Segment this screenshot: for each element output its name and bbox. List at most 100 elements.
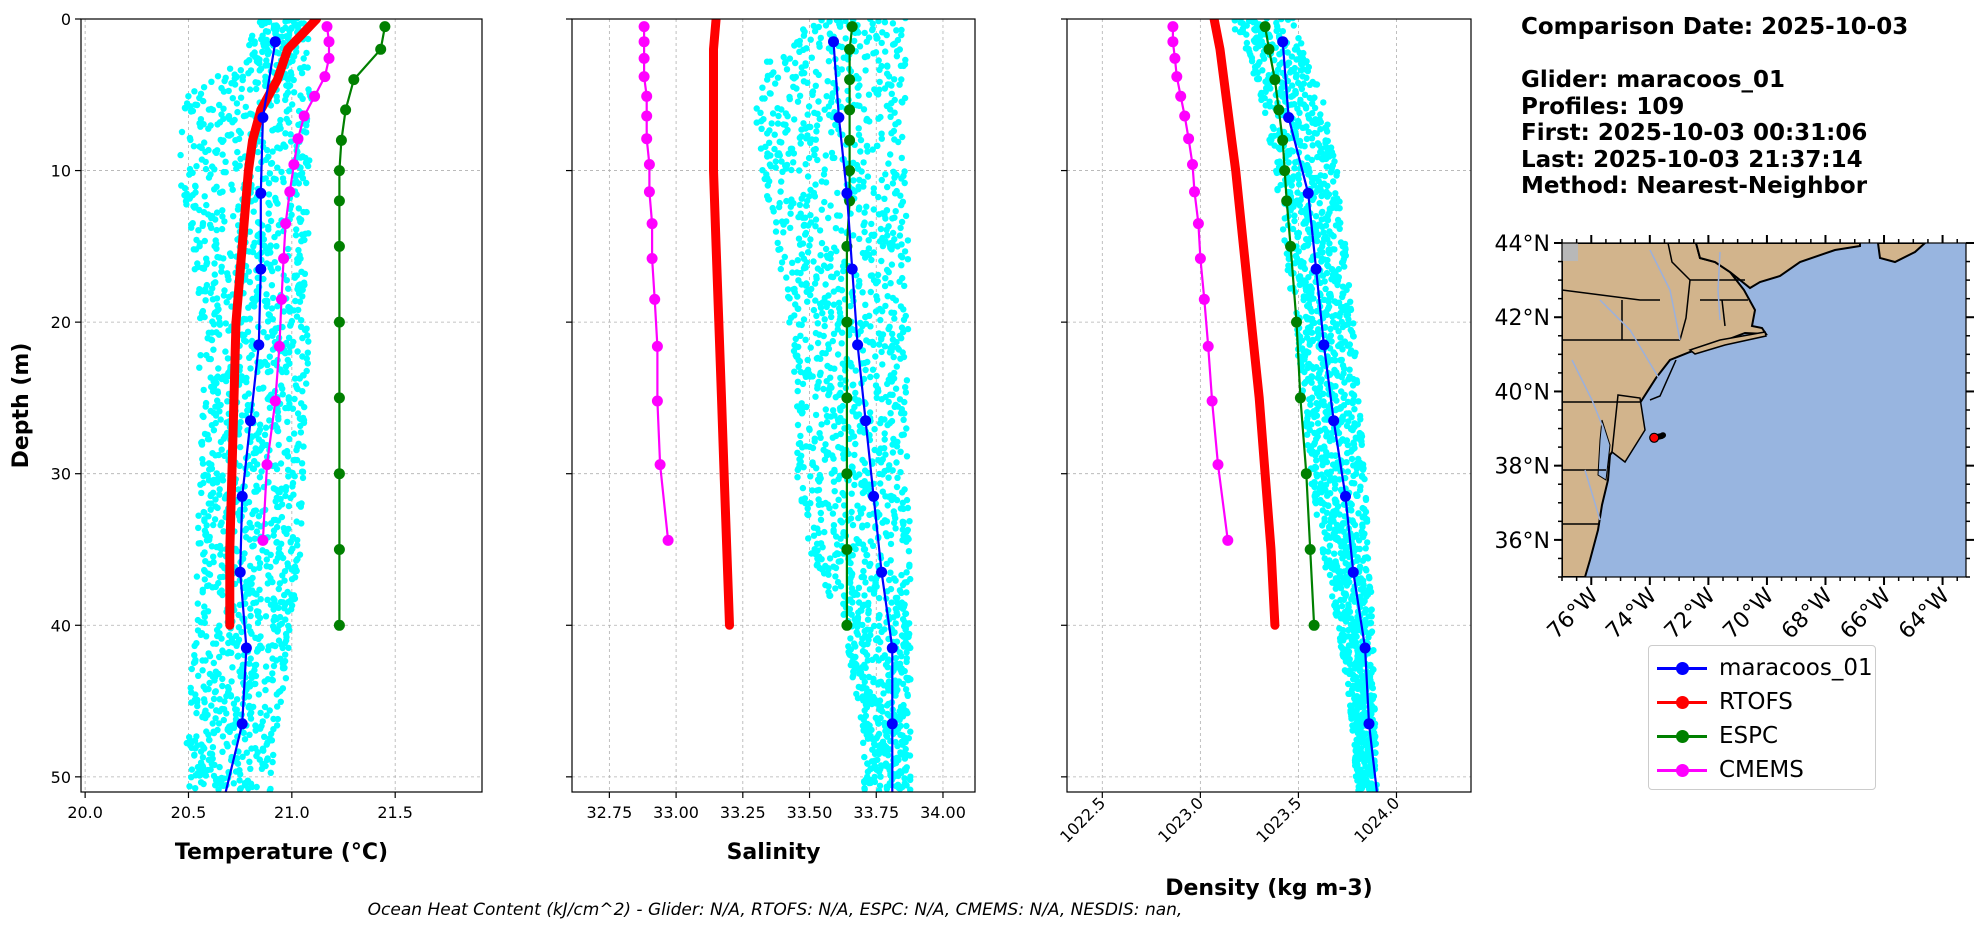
scatter-point — [887, 540, 895, 548]
scatter-point — [868, 231, 875, 239]
scatter-point — [275, 585, 282, 593]
series-marker-glider — [236, 490, 248, 502]
scatter-point — [758, 125, 765, 132]
scatter-point — [191, 88, 198, 95]
scatter-point — [813, 465, 820, 472]
scatter-point — [901, 775, 908, 782]
scatter-point — [893, 338, 900, 346]
series-marker-rtofs — [225, 621, 234, 630]
series-marker-cmems — [651, 340, 663, 352]
scatter-point — [885, 752, 892, 759]
scatter-point — [851, 37, 858, 45]
scatter-point — [896, 716, 903, 723]
scatter-point — [893, 483, 901, 491]
scatter-point — [246, 41, 253, 49]
series-rtofs — [709, 19, 734, 630]
scatter-point — [854, 623, 861, 630]
scatter-point — [881, 19, 889, 26]
scatter-point — [278, 168, 285, 176]
scatter-point — [1296, 109, 1303, 117]
scatter-point — [1293, 71, 1300, 78]
scatter-point — [828, 384, 835, 391]
scatter-point — [822, 152, 829, 159]
scatter-point — [202, 714, 209, 722]
scatter-point — [287, 539, 294, 546]
scatter-point — [208, 224, 215, 231]
scatter-point — [816, 564, 823, 572]
scatter-point — [817, 355, 824, 362]
scatter-point — [814, 385, 821, 392]
scatter-point — [201, 193, 208, 200]
scatter-point — [1327, 169, 1335, 176]
scatter-point — [753, 119, 760, 126]
scatter-point — [827, 202, 834, 209]
scatter-point — [1336, 405, 1344, 412]
scatter-point — [202, 158, 209, 166]
scatter-point — [298, 468, 306, 475]
scatter-point — [903, 425, 910, 432]
scatter-point — [797, 332, 804, 339]
scatter-point — [855, 584, 863, 591]
scatter-point — [777, 265, 784, 273]
scatter-point — [284, 452, 291, 459]
scatter-point — [218, 635, 225, 642]
scatter-point — [1326, 542, 1334, 549]
scatter-point — [829, 407, 837, 414]
axes-frame — [571, 18, 976, 793]
scatter-point — [852, 389, 859, 397]
scatter-point — [869, 656, 876, 663]
scatter-point — [772, 80, 779, 87]
scatter-point — [245, 304, 252, 311]
scatter-point — [191, 642, 198, 650]
scatter-point — [861, 785, 868, 792]
series-espc — [333, 21, 391, 631]
scatter-point — [787, 203, 794, 210]
scatter-point — [890, 309, 898, 317]
scatter-point — [764, 182, 771, 189]
scatter-point — [891, 214, 898, 221]
scatter-point — [817, 252, 824, 259]
scatter-point — [200, 97, 207, 105]
scatter-point — [796, 241, 804, 248]
scatter-point — [269, 148, 276, 155]
scatter-point — [780, 221, 787, 228]
series-marker-rtofs — [283, 45, 292, 54]
scatter-point — [781, 253, 788, 261]
scatter-point — [1281, 215, 1289, 222]
scatter-point — [881, 85, 889, 92]
series-marker-rtofs — [232, 318, 240, 327]
scatter-point — [1324, 262, 1331, 269]
scatter-point — [1332, 190, 1339, 197]
scatter-point — [243, 749, 250, 756]
scatter-point — [860, 573, 868, 581]
scatter-point — [1331, 529, 1339, 537]
scatter-point — [817, 509, 824, 517]
scatter-point — [270, 532, 277, 539]
scatter-point — [1290, 22, 1298, 29]
scatter-point — [829, 337, 836, 345]
scatter-point — [1293, 123, 1300, 130]
scatter-point — [249, 465, 256, 472]
scatter-point — [1313, 237, 1321, 245]
scatter-point — [1274, 159, 1281, 166]
scatter-point — [254, 274, 261, 281]
series-marker-espc — [844, 104, 856, 116]
scatter-point — [265, 210, 272, 217]
scatter-point — [269, 332, 276, 339]
scatter-point — [201, 568, 209, 575]
scatter-point — [258, 644, 265, 652]
scatter-point — [1278, 19, 1285, 23]
scatter-point — [1319, 454, 1326, 461]
scatter-point — [195, 227, 202, 234]
scatter-point — [823, 378, 830, 385]
scatter-point — [771, 131, 778, 138]
scatter-point — [768, 120, 775, 127]
scatter-point — [765, 196, 773, 203]
scatter-point — [1317, 378, 1324, 386]
scatter-point — [850, 232, 857, 239]
scatter-point — [284, 418, 291, 426]
scatter-point — [783, 66, 791, 73]
scatter-point — [889, 330, 896, 338]
scatter-point — [885, 678, 893, 685]
